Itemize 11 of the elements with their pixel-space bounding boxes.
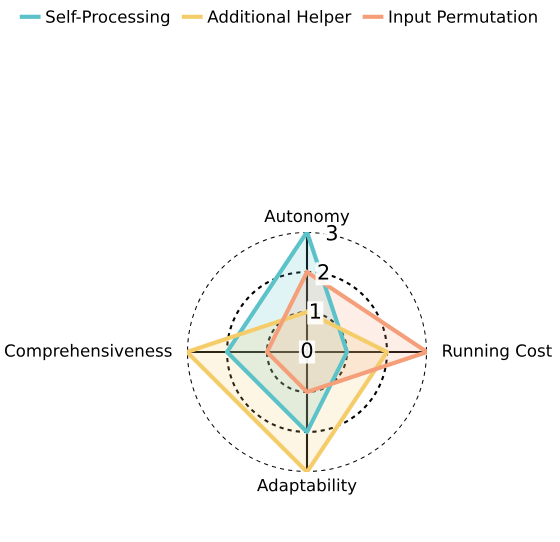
legend-label: Input Permutation: [390, 10, 537, 26]
legend-label: Additional Helper: [207, 10, 352, 26]
legend-label: Self-Processing: [46, 10, 170, 26]
spoke-label: Running Cost: [443, 344, 552, 360]
spoke-label: Autonomy: [264, 210, 350, 226]
y-tick-label: 3: [326, 224, 337, 241]
spoke-label: Adaptability: [257, 478, 357, 495]
spoke-label: Comprehensiveness: [4, 344, 172, 360]
y-tick-label: 0: [302, 342, 312, 358]
y-tick-label: 1: [310, 303, 320, 319]
y-tick-label: 2: [318, 264, 328, 280]
